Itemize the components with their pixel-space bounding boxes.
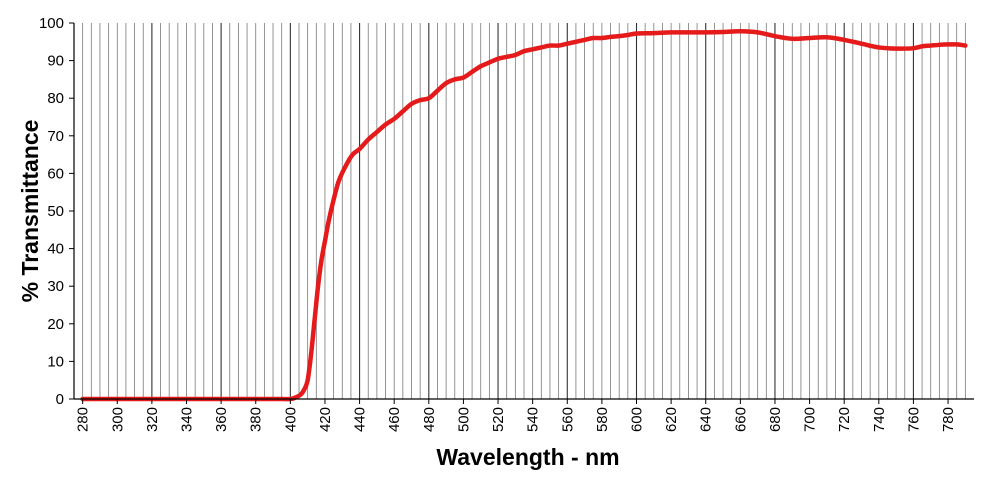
x-tick-label: 280	[75, 407, 92, 432]
x-tick-label: 360	[213, 407, 230, 432]
y-tick-label: 50	[47, 203, 64, 220]
x-tick-label: 500	[455, 407, 472, 432]
x-axis-title: Wavelength - nm	[436, 444, 619, 470]
x-tick-label: 540	[525, 407, 542, 432]
x-tick-labels: 280 300 320 340 360 380 400 420 440 460 480 500 520 5…	[75, 407, 957, 432]
x-tick-label: 760	[905, 407, 922, 432]
x-tick-label: 580	[594, 407, 611, 432]
y-tick-label: 0	[56, 391, 64, 408]
x-tick-label: 680	[767, 407, 784, 432]
x-tick-label: 380	[248, 407, 265, 432]
y-tick-label: 100	[39, 15, 64, 32]
y-tick-labels: 0 10 20 30 40 50 60 70 80 90 100	[39, 15, 64, 408]
x-tick-label: 620	[663, 407, 680, 432]
y-tick-label: 80	[47, 90, 64, 107]
x-tick-label: 700	[802, 407, 819, 432]
y-tick-label: 40	[47, 241, 64, 258]
x-tick-label: 640	[698, 407, 715, 432]
x-tick-label: 320	[144, 407, 161, 432]
x-tick-label: 460	[386, 407, 403, 432]
x-tick-label: 780	[940, 407, 957, 432]
x-tick-label: 560	[559, 407, 576, 432]
x-tick-label: 420	[317, 407, 334, 432]
x-tick-label: 400	[282, 407, 299, 432]
y-tick-label: 70	[47, 128, 64, 145]
x-tick-label: 600	[629, 407, 646, 432]
series-layer	[80, 29, 968, 402]
y-tick-label: 10	[47, 353, 64, 370]
y-axis-title: % Transmittance	[17, 120, 43, 303]
axes	[69, 22, 974, 404]
x-tick-label: 660	[732, 407, 749, 432]
x-tick-label: 720	[836, 407, 853, 432]
x-tick-label: 300	[109, 407, 126, 432]
x-tick-label: 340	[179, 407, 196, 432]
y-tick-label: 90	[47, 53, 64, 70]
y-tick-label: 60	[47, 165, 64, 182]
grid	[82, 23, 966, 399]
y-tick-label: 20	[47, 316, 64, 333]
x-tick-label: 520	[490, 407, 507, 432]
y-tick-label: 30	[47, 278, 64, 295]
x-tick-label: 440	[352, 407, 369, 432]
series-line-0	[80, 29, 968, 402]
x-tick-label: 740	[871, 407, 888, 432]
x-tick-label: 480	[421, 407, 438, 432]
